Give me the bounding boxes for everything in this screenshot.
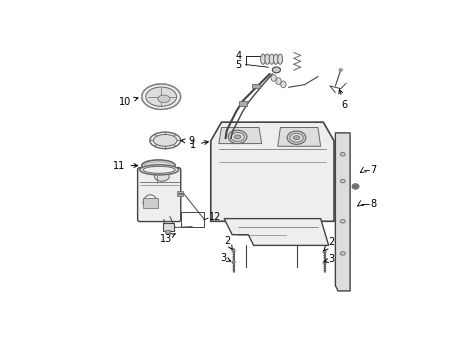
Text: 12: 12 <box>210 212 222 222</box>
Ellipse shape <box>339 69 342 71</box>
Polygon shape <box>219 127 262 144</box>
Text: 10: 10 <box>118 97 138 107</box>
Ellipse shape <box>232 261 235 263</box>
Text: 7: 7 <box>370 165 376 175</box>
Ellipse shape <box>290 133 303 142</box>
Ellipse shape <box>273 67 281 73</box>
FancyBboxPatch shape <box>137 168 181 222</box>
Ellipse shape <box>271 74 276 81</box>
Ellipse shape <box>340 220 345 223</box>
Ellipse shape <box>265 54 270 64</box>
Ellipse shape <box>234 135 241 139</box>
Ellipse shape <box>228 130 247 144</box>
Text: 9: 9 <box>181 136 194 147</box>
Ellipse shape <box>323 251 326 253</box>
Text: 1: 1 <box>190 140 209 150</box>
Polygon shape <box>278 127 320 146</box>
Text: 11: 11 <box>113 160 138 171</box>
Bar <box>177 191 183 196</box>
Polygon shape <box>336 133 350 291</box>
Ellipse shape <box>155 172 169 181</box>
Ellipse shape <box>293 136 300 140</box>
Ellipse shape <box>287 131 306 144</box>
Ellipse shape <box>340 252 345 255</box>
Ellipse shape <box>261 54 265 64</box>
Ellipse shape <box>273 54 278 64</box>
Ellipse shape <box>269 54 274 64</box>
Bar <box>164 230 170 234</box>
Ellipse shape <box>140 165 179 175</box>
Ellipse shape <box>323 261 326 264</box>
Ellipse shape <box>142 160 175 171</box>
Text: 3: 3 <box>221 253 231 263</box>
Ellipse shape <box>340 152 345 156</box>
Ellipse shape <box>144 162 173 169</box>
Ellipse shape <box>142 84 181 109</box>
Ellipse shape <box>150 132 181 149</box>
Ellipse shape <box>352 184 359 189</box>
Polygon shape <box>224 219 328 245</box>
Ellipse shape <box>340 179 345 183</box>
Ellipse shape <box>276 78 281 85</box>
Ellipse shape <box>231 133 244 141</box>
Text: 6: 6 <box>339 90 348 110</box>
Bar <box>239 101 247 105</box>
Ellipse shape <box>143 166 175 173</box>
Bar <box>181 212 204 227</box>
Ellipse shape <box>232 249 235 252</box>
Ellipse shape <box>281 81 286 88</box>
Ellipse shape <box>354 185 357 188</box>
Polygon shape <box>211 122 334 221</box>
Bar <box>143 198 158 208</box>
Ellipse shape <box>158 95 170 103</box>
Text: 4: 4 <box>236 52 242 62</box>
Text: 8: 8 <box>370 199 376 209</box>
Text: 5: 5 <box>235 60 242 70</box>
Text: 2: 2 <box>224 236 232 249</box>
Bar <box>252 84 260 88</box>
Bar <box>163 223 174 231</box>
Ellipse shape <box>146 87 177 106</box>
Text: 2: 2 <box>324 237 335 251</box>
Text: 13: 13 <box>160 234 175 244</box>
Ellipse shape <box>278 54 283 64</box>
Text: 3: 3 <box>324 254 335 264</box>
Ellipse shape <box>154 134 177 146</box>
